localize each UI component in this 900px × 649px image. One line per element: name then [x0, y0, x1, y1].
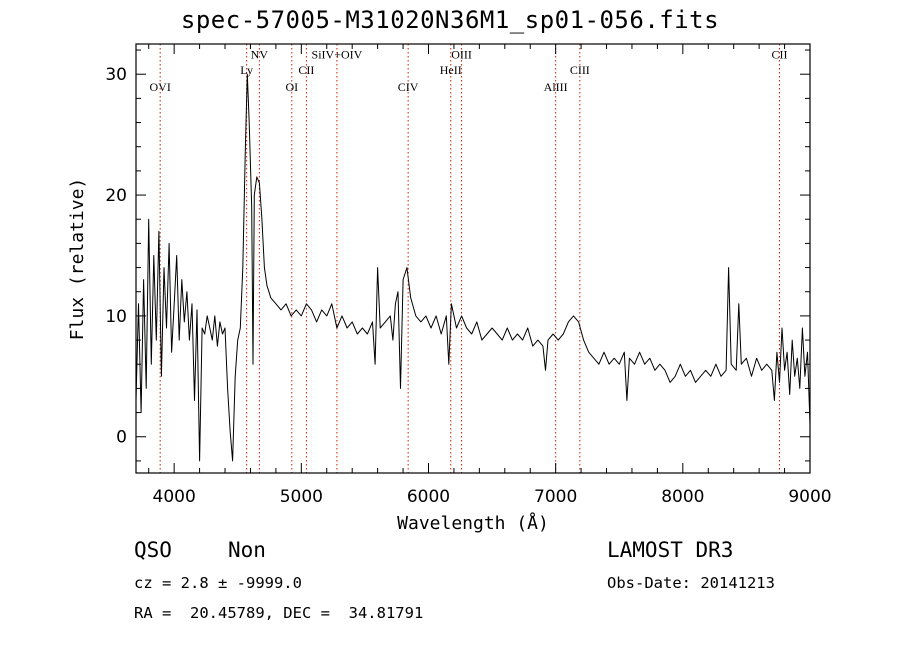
x-axis-label: Wavelength (Å) [397, 512, 549, 534]
object-subclass: Non [228, 538, 266, 562]
spectrum-line-0 [135, 73, 811, 462]
x-tick-label: 5000 [280, 487, 323, 507]
line-label-6: CIV [398, 80, 419, 94]
line-label-8: OIII [451, 48, 472, 62]
y-tick-label: 30 [105, 65, 127, 85]
line-label-7: HeII [440, 63, 462, 77]
redshift-cz: cz = 2.8 ± -9999.0 [134, 574, 302, 592]
y-tick-label: 10 [105, 307, 127, 327]
spectrum-series [135, 73, 811, 462]
survey-name: LAMOST DR3 [607, 538, 734, 562]
line-label-3: OI [285, 80, 298, 94]
x-axis: 4000 5000 6000 7000 8000 9000 [148, 44, 832, 507]
coordinates: RA = 20.45789, DEC = 34.81791 [134, 604, 424, 622]
line-label-10: CIII [570, 63, 590, 77]
line-label-5: SiIV+OIV [312, 48, 363, 62]
y-axis-label: Flux (relative) [67, 178, 88, 341]
line-label-11: CII [771, 48, 787, 62]
x-tick-label: 6000 [407, 487, 450, 507]
emission-line-markers: OVILyNVOICIISiIV+OIVCIVHeIIOIIIAlIIICIII… [149, 44, 787, 473]
x-tick-label: 4000 [153, 487, 196, 507]
y-tick-label: 0 [116, 428, 127, 448]
y-tick-label: 20 [105, 186, 127, 206]
line-label-1: Ly [240, 63, 253, 77]
line-label-2: NV [251, 48, 269, 62]
y-axis: 0 10 20 30 [105, 49, 810, 462]
x-tick-label: 7000 [534, 487, 577, 507]
line-label-4: CII [298, 63, 314, 77]
plot-frame [135, 43, 811, 474]
observation-date: Obs-Date: 20141213 [607, 574, 775, 592]
chart-title: spec-57005-M31020N36M1_sp01-056.fits [180, 6, 720, 34]
line-label-0: OVI [149, 80, 170, 94]
x-tick-label: 9000 [788, 487, 831, 507]
object-class: QSO [134, 538, 172, 562]
x-tick-label: 8000 [661, 487, 704, 507]
line-label-9: AlIII [544, 80, 568, 94]
